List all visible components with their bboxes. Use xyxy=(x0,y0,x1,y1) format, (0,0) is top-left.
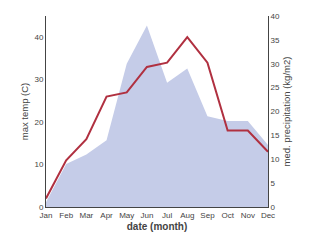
svg-text:Aug: Aug xyxy=(180,211,194,220)
svg-text:Oct: Oct xyxy=(221,211,234,220)
svg-text:Sep: Sep xyxy=(200,211,215,220)
svg-text:Nov: Nov xyxy=(241,211,255,220)
svg-text:Jan: Jan xyxy=(40,211,53,220)
svg-text:Jul: Jul xyxy=(162,211,172,220)
svg-text:40: 40 xyxy=(271,12,280,21)
svg-text:25: 25 xyxy=(271,83,280,92)
svg-text:0: 0 xyxy=(39,203,44,212)
svg-text:30: 30 xyxy=(271,60,280,69)
svg-text:10: 10 xyxy=(271,155,280,164)
svg-text:Jun: Jun xyxy=(140,211,153,220)
svg-text:max temp (C): max temp (C) xyxy=(19,83,30,141)
svg-text:May: May xyxy=(119,211,134,220)
svg-text:20: 20 xyxy=(271,107,280,116)
svg-text:Feb: Feb xyxy=(59,211,73,220)
svg-text:40: 40 xyxy=(34,33,43,42)
svg-text:med. precipitation (kg/m2): med. precipitation (kg/m2) xyxy=(281,57,292,167)
svg-text:10: 10 xyxy=(34,160,43,169)
svg-text:date (month): date (month) xyxy=(127,221,188,232)
svg-text:0: 0 xyxy=(271,203,276,212)
svg-text:Apr: Apr xyxy=(100,211,113,220)
svg-text:35: 35 xyxy=(271,36,280,45)
svg-text:15: 15 xyxy=(271,131,280,140)
svg-text:30: 30 xyxy=(34,75,43,84)
svg-text:Mar: Mar xyxy=(79,211,93,220)
svg-text:5: 5 xyxy=(271,179,276,188)
svg-text:Dec: Dec xyxy=(261,211,275,220)
svg-text:20: 20 xyxy=(34,118,43,127)
